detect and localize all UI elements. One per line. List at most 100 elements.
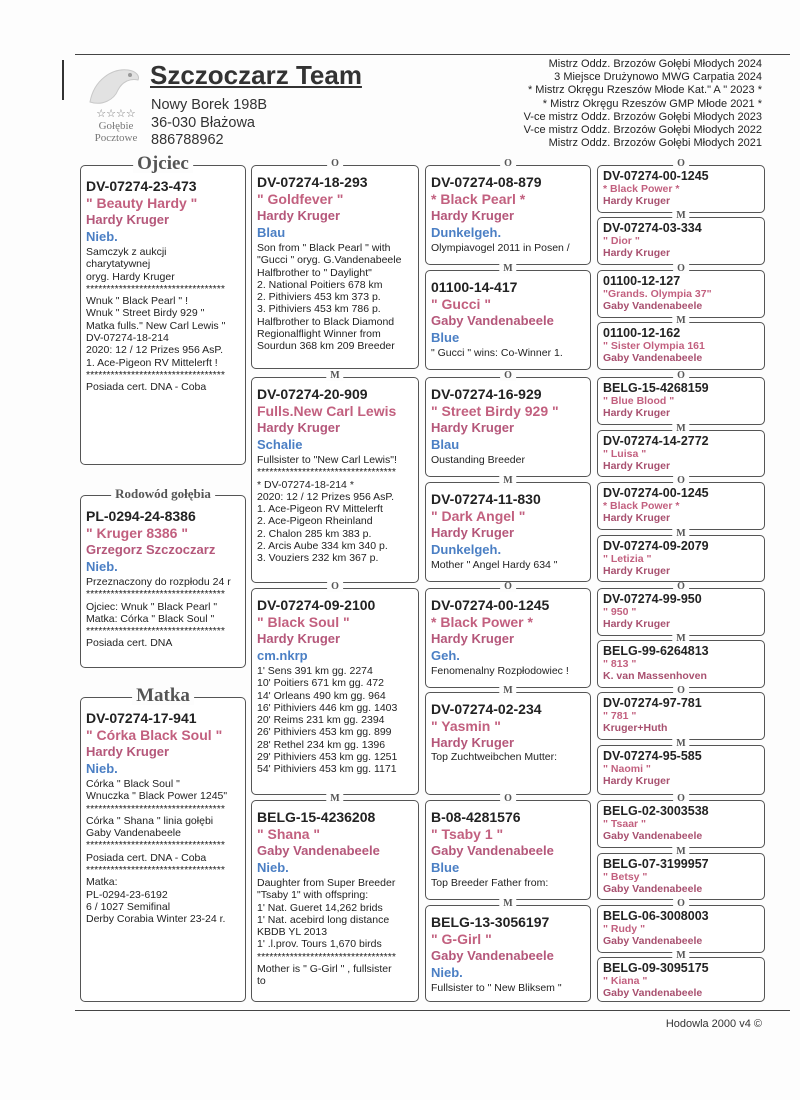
- note-line: Regionalflight Winner from: [257, 328, 381, 341]
- card-label: O: [500, 582, 516, 592]
- note-line: 2. Pithiviers 453 km 373 p.: [257, 291, 381, 304]
- note-line: Posiada cert. DNA - Coba: [86, 851, 207, 864]
- color: Nieb.: [431, 965, 463, 980]
- note-line: Ojciec: Wnuk " Black Pearl ": [86, 600, 218, 613]
- note-line: **********************************: [86, 588, 225, 601]
- ring-number: BELG-02-3003538: [603, 804, 709, 818]
- note-line: 2. Chalon 285 km 383 p.: [257, 527, 372, 540]
- card-label: Ojciec: [133, 153, 193, 173]
- note-line: 2020: 12 / 12 Prizes 956 AsP.: [86, 344, 223, 357]
- note-line: 1' Nat. Gueret 14,262 brids: [257, 901, 383, 914]
- pigeon-name: " Black Soul ": [257, 614, 350, 630]
- pigeon-name: Fulls.New Carl Lewis: [257, 403, 397, 419]
- note-line: 28' Rethel 234 km gg. 1396: [257, 738, 386, 751]
- breeder: Hardy Kruger: [86, 212, 170, 227]
- pigeon-name: * Black Pearl *: [431, 191, 526, 207]
- card-label: M: [672, 424, 690, 434]
- team-title: Szczoczarz Team: [150, 60, 362, 90]
- achievement: V-ce mistrz Oddz. Brzozów Gołębi Młodych…: [523, 124, 762, 137]
- pigeon-name: " Beauty Hardy ": [86, 195, 198, 211]
- breeder: Hardy Kruger: [257, 420, 341, 435]
- breeder: Hardy Kruger: [603, 775, 671, 787]
- note-line: KBDB YL 2013: [257, 926, 328, 939]
- color: Blau: [257, 225, 286, 240]
- note-line: charytatywnej: [86, 258, 151, 271]
- breeder: Hardy Kruger: [603, 407, 671, 419]
- ring-number: BELG-99-6264813: [603, 644, 709, 658]
- breeder: Gaby Vandenabeele: [431, 948, 554, 963]
- logo-bird: [89, 69, 139, 104]
- ring-number: DV-07274-14-2772: [603, 434, 709, 448]
- edge-mark: [62, 60, 64, 100]
- pigeon-name: "Grands. Olympia 37": [603, 288, 712, 300]
- card-label: O: [500, 159, 516, 169]
- breeder: Hardy Kruger: [431, 525, 515, 540]
- note-line: Derby Corabia Winter 23-24 r.: [86, 913, 226, 926]
- pigeon-name: " Goldfever ": [257, 191, 344, 207]
- ring-number: DV-07274-18-293: [257, 174, 368, 190]
- pigeon-name: " Blue Blood ": [603, 395, 675, 407]
- card-label: O: [327, 159, 343, 169]
- ring-number: DV-07274-09-2079: [603, 539, 709, 553]
- pigeon-card: DV-07274-09-2079 " Letizia " Hardy Kruger: [597, 535, 765, 582]
- color: Blau: [431, 437, 460, 452]
- pigeon-name: * Black Power *: [603, 500, 680, 512]
- pigeon-card: BELG-09-3095175 " Kiana " Gaby Vandenabeel…: [597, 957, 765, 1002]
- pigeon-card: B-08-4281576 " Tsaby 1 " Gaby Vandenabeele…: [425, 800, 591, 900]
- card-label: O: [673, 476, 689, 486]
- ring-number: DV-07274-95-585: [603, 749, 702, 763]
- breeder: Gaby Vandenabeele: [603, 352, 703, 364]
- pigeon-name: " 781 ": [603, 710, 637, 722]
- note-line: Matka: Córka " Black Soul ": [86, 612, 215, 625]
- breeder: Hardy Kruger: [603, 565, 671, 577]
- pigeon-name: " Córka Black Soul ": [86, 727, 223, 743]
- breeder: Hardy Kruger: [603, 618, 671, 630]
- address-line: 886788962: [151, 132, 224, 148]
- ring-number: DV-07274-09-2100: [257, 597, 376, 613]
- note-line: Olympiavogel 2011 in Posen /: [431, 242, 570, 254]
- pigeon-card: DV-07274-99-950 " 950 " Hardy Kruger: [597, 588, 765, 636]
- pigeon-card: DV-07274-03-334 " Dior " Hardy Kruger: [597, 217, 765, 265]
- pigeon-card: DV-07274-00-1245 * Black Power * Hardy Kru…: [597, 482, 765, 530]
- color: Blue: [431, 860, 460, 875]
- card-label: M: [499, 476, 517, 486]
- card-label: M: [672, 739, 690, 749]
- card-label: Rodowód gołębia: [111, 487, 215, 501]
- pigeon-name: " Street Birdy 929 ": [431, 403, 559, 419]
- note-line: 2. National Poitiers 678 km: [257, 278, 383, 291]
- note-line: Córka " Shana " linia gołębi: [86, 814, 214, 827]
- pigeon-card: DV-07274-11-830 " Dark Angel " Hardy Kruge…: [425, 482, 591, 582]
- pigeon-name: " 813 ": [603, 658, 637, 670]
- note-line: **********************************: [86, 802, 225, 815]
- pigeon-name: " Dark Angel ": [431, 508, 526, 524]
- note-line: Gaby Vandenabeele: [86, 827, 181, 840]
- ring-number: 01100-12-162: [603, 326, 681, 340]
- pigeon-name: " G-Girl ": [431, 931, 492, 947]
- note-line: 2020: 12 / 12 Prizes 956 AsP.: [257, 490, 394, 503]
- note-line: Mother " Angel Hardy 634 ": [431, 559, 558, 571]
- achievement: * Mistrz Okręgu Rzeszów Młode Kat." A " …: [527, 84, 762, 97]
- pigeon-card: DV-07274-97-781 " 781 " Kruger+Huth: [597, 692, 765, 740]
- breeder: Hardy Kruger: [431, 631, 515, 646]
- pigeon-name: " Betsy ": [603, 871, 648, 883]
- breeder: Hardy Kruger: [431, 208, 515, 223]
- note-line: 29' Pithiviers 453 km gg. 1251: [257, 751, 398, 764]
- breeder: Hardy Kruger: [603, 460, 671, 472]
- note-line: DV-07274-18-214: [86, 332, 169, 345]
- achievement: V-ce mistrz Oddz. Brzozów Gołębi Młodych…: [523, 110, 762, 123]
- card-label: O: [327, 582, 343, 592]
- note-line: **********************************: [86, 625, 225, 638]
- pigeon-card: DV-07274-00-1245 * Black Power * Hardy Kru…: [597, 165, 765, 213]
- breeder: Gaby Vandenabeele: [257, 843, 380, 858]
- pigeon-name: * Black Power *: [431, 614, 533, 630]
- card-label: M: [672, 316, 690, 326]
- note-line: 14' Orleans 490 km gg. 964: [257, 689, 386, 702]
- card-label: M: [326, 794, 344, 804]
- note-line: "Tsaby 1" with offspring:: [257, 889, 369, 902]
- pigeon-card: DV-07274-09-2100 " Black Soul " Hardy Krug…: [251, 588, 419, 795]
- pigeon-card: PL-0294-24-8386 " Kruger 8386 " Grzegorz S…: [80, 495, 246, 668]
- pigeon-card: BELG-02-3003538 " Tsaar " Gaby Vandenabeel…: [597, 800, 765, 848]
- breeder: Hardy Kruger: [257, 208, 341, 223]
- ring-number: BELG-07-3199957: [603, 857, 709, 871]
